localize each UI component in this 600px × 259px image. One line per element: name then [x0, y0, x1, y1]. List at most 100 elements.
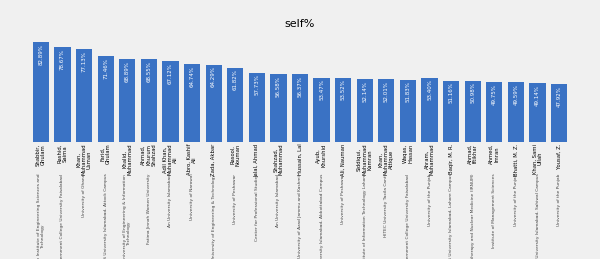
Text: 49.59%: 49.59% [514, 84, 518, 105]
Text: Government College University Faisalabad: Government College University Faisalabad [406, 174, 410, 259]
Bar [271, 74, 287, 142]
Text: Farid,
Ghulam: Farid, Ghulam [100, 143, 111, 164]
Bar [184, 64, 200, 142]
Text: 51.16%: 51.16% [449, 82, 454, 103]
Text: Institute of Radiotherapy and Nuclear Medicine (IRNUM): Institute of Radiotherapy and Nuclear Me… [471, 174, 475, 259]
Text: COMSATS University Islamabad, Abbottabad Campus: COMSATS University Islamabad, Abbottabad… [320, 174, 323, 259]
Text: 50.98%: 50.98% [470, 83, 475, 103]
Text: 52.01%: 52.01% [384, 81, 389, 102]
Text: 61.82%: 61.82% [233, 69, 238, 90]
Text: COMSATS Institute of Information Technology Lahore: COMSATS Institute of Information Technol… [363, 174, 367, 259]
Text: Ahmad,
Iftikhar: Ahmad, Iftikhar [467, 143, 478, 164]
Bar [464, 81, 481, 142]
Bar [141, 60, 157, 142]
Text: Rasool,
Nouman: Rasool, Nouman [230, 143, 241, 166]
Text: Waqas,
Hassan: Waqas, Hassan [403, 143, 413, 163]
Text: 56.37%: 56.37% [298, 76, 302, 97]
Text: Siddiqui,
Muhammad
Kamran: Siddiqui, Muhammad Kamran [357, 143, 373, 175]
Bar [292, 74, 308, 142]
Text: 56.58%: 56.58% [276, 76, 281, 97]
Title: self%: self% [285, 19, 315, 29]
Text: 53.47%: 53.47% [319, 80, 324, 100]
Text: Ahram,
Muhammad: Ahram, Muhammad [424, 143, 435, 175]
Bar [400, 80, 416, 142]
Text: Hussain, Lal: Hussain, Lal [298, 143, 302, 175]
Text: University of Narowal: University of Narowal [190, 174, 194, 220]
Text: 52.14%: 52.14% [362, 81, 367, 102]
Text: University of Azad Jammu and Kashmir: University of Azad Jammu and Kashmir [298, 174, 302, 258]
Bar [508, 82, 524, 142]
Bar [421, 78, 437, 142]
Bar [529, 83, 545, 142]
Bar [76, 49, 92, 142]
Text: Shahzad,
Muhammad: Shahzad, Muhammad [273, 143, 284, 175]
Text: 78.67%: 78.67% [60, 49, 65, 70]
Text: Yousaf, Z.: Yousaf, Z. [557, 143, 562, 169]
Text: Institute of Management Sciences: Institute of Management Sciences [493, 174, 496, 248]
Text: University of Ghana: University of Ghana [82, 174, 86, 217]
Bar [378, 80, 394, 142]
Text: Zada, Akbar: Zada, Akbar [211, 143, 216, 176]
Bar [55, 47, 71, 142]
Text: Ayub,
Khurshid: Ayub, Khurshid [316, 143, 327, 167]
Text: 57.73%: 57.73% [254, 74, 259, 95]
Text: COMSATS University Islamabad, Sahiwal Campus: COMSATS University Islamabad, Sahiwal Ca… [536, 174, 539, 259]
Text: 68.89%: 68.89% [125, 61, 130, 82]
Text: 64.29%: 64.29% [211, 67, 216, 87]
Text: Rashid,
Saima: Rashid, Saima [57, 143, 68, 163]
Text: 51.83%: 51.83% [406, 82, 410, 102]
Text: University of the Punjab: University of the Punjab [428, 174, 431, 226]
Text: University of the Punjab: University of the Punjab [557, 174, 561, 226]
Bar [335, 78, 351, 142]
Text: 68.55%: 68.55% [146, 61, 151, 82]
Text: COMSATS University Islamabad, Lahore Campus: COMSATS University Islamabad, Lahore Cam… [449, 174, 453, 259]
Text: COMSATS University Islamabad, Attock Campus: COMSATS University Islamabad, Attock Cam… [104, 174, 107, 259]
Text: Khan, Sami
Ullah: Khan, Sami Ullah [532, 143, 543, 174]
Bar [356, 79, 373, 142]
Text: 49.75%: 49.75% [492, 84, 497, 105]
Text: Ghulam Ishaq Khan Institute of Engineering Sciences and
Technology: Ghulam Ishaq Khan Institute of Engineeri… [37, 174, 45, 259]
Text: 67.12%: 67.12% [168, 63, 173, 84]
Text: Shabbir,
Ghulam: Shabbir, Ghulam [35, 143, 46, 166]
Bar [98, 56, 114, 142]
Text: Government College University Faisalabad: Government College University Faisalabad [61, 174, 64, 259]
Text: 53.40%: 53.40% [427, 80, 432, 100]
Bar [551, 84, 567, 142]
Text: Baqir, M. R.: Baqir, M. R. [449, 143, 454, 174]
Text: 49.14%: 49.14% [535, 85, 540, 106]
Text: An University Islamabad: An University Islamabad [277, 174, 280, 227]
Text: Jalal, Ahmad: Jalal, Ahmad [254, 143, 259, 177]
Text: Khalid,
Muhammad: Khalid, Muhammad [122, 143, 133, 175]
Text: Mehran University of Engineering & Technology: Mehran University of Engineering & Techn… [212, 174, 215, 259]
Text: 47.92%: 47.92% [557, 86, 562, 107]
Text: Center for Professional Studies: Center for Professional Studies [255, 174, 259, 241]
Bar [119, 59, 136, 142]
Bar [443, 81, 459, 142]
Text: University of the Punjab: University of the Punjab [514, 174, 518, 226]
Text: 53.52%: 53.52% [341, 80, 346, 100]
Text: Khwaja Fareed University of Engineering & Information
Technology: Khwaja Fareed University of Engineering … [123, 174, 131, 259]
Text: Khan,
Muhammad
Usman: Khan, Muhammad Usman [76, 143, 92, 175]
Text: Fatima Jinnah Women University: Fatima Jinnah Women University [147, 174, 151, 244]
Text: An University Islamabad: An University Islamabad [169, 174, 172, 227]
Bar [163, 61, 179, 142]
Bar [206, 65, 222, 142]
Bar [249, 73, 265, 142]
Text: University of Peshawar: University of Peshawar [233, 174, 237, 224]
Text: Bhatti, M. Z.: Bhatti, M. Z. [514, 143, 518, 176]
Bar [33, 42, 49, 142]
Bar [313, 78, 329, 142]
Text: 82.89%: 82.89% [38, 44, 43, 65]
Text: University of Peshawar: University of Peshawar [341, 174, 345, 224]
Text: Ali, Nauman: Ali, Nauman [341, 143, 346, 176]
Text: 64.74%: 64.74% [190, 66, 194, 87]
Text: Ahmed,
Imran: Ahmed, Imran [489, 143, 500, 164]
Text: 77.13%: 77.13% [82, 51, 86, 72]
Text: Khan,
Muhammad
Attique: Khan, Muhammad Attique [379, 143, 394, 175]
Text: 71.46%: 71.46% [103, 58, 108, 79]
Text: Adil Khan,
Muhammad
Ali: Adil Khan, Muhammad Ali [163, 143, 178, 175]
Text: Abro, Kashif
Ali: Abro, Kashif Ali [187, 143, 197, 175]
Text: Ahmad,
Khurum
Shahzad: Ahmad, Khurum Shahzad [141, 143, 157, 166]
Bar [486, 82, 502, 142]
Text: HITEC University Taxila Cantt: HITEC University Taxila Cantt [385, 174, 388, 237]
